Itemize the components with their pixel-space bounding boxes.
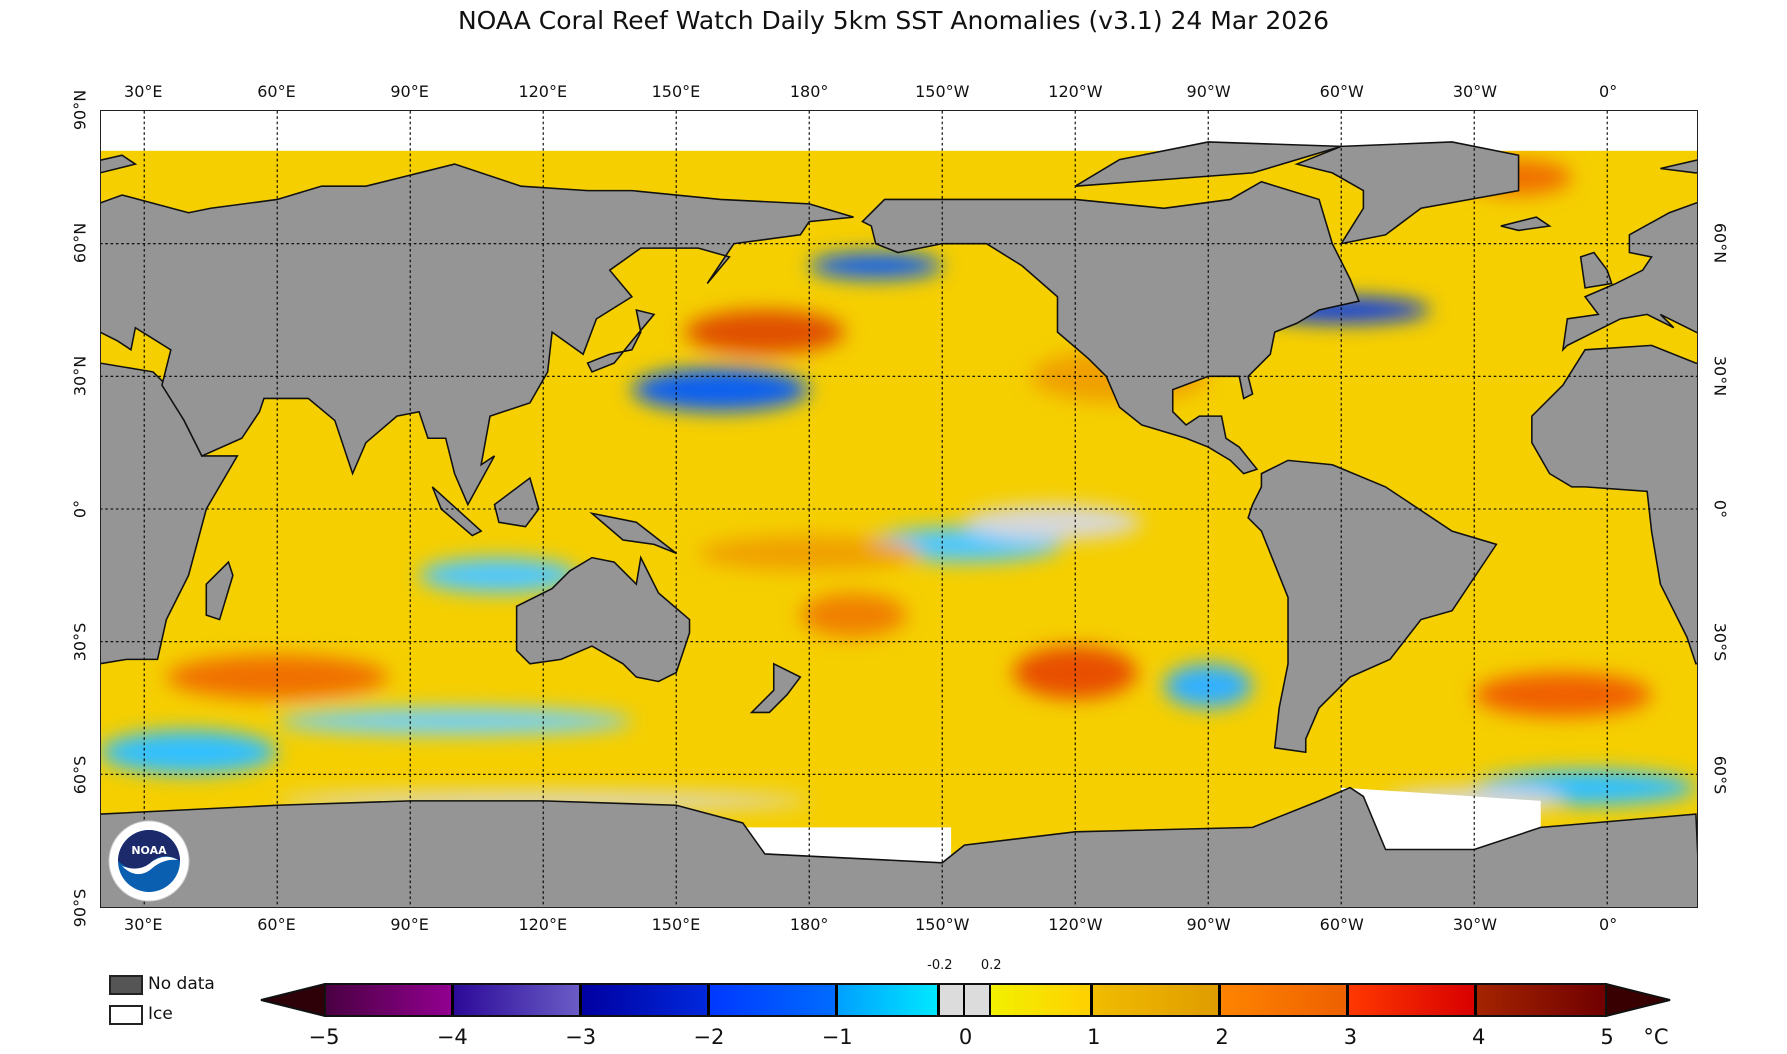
noaa-logo: NOAA (108, 820, 190, 902)
colorbar-segment (453, 985, 582, 1015)
lon-tick-label-bottom: 120°W (1048, 915, 1103, 934)
lon-tick-label-bottom: 60°W (1319, 915, 1364, 934)
colorbar-minor-tick-label: -0.2 (927, 958, 953, 973)
sst-anomaly-map (100, 110, 1698, 908)
south-america (1247, 459, 1498, 754)
new-guinea (589, 512, 677, 554)
colorbar-tick-label: 0 (958, 1025, 973, 1049)
lat-tick-label-left: 90°S (70, 888, 90, 928)
lon-tick-label-top: 150°W (915, 82, 970, 101)
colorbar-segment (1221, 985, 1350, 1015)
colorbar-tick-label: −3 (565, 1025, 597, 1049)
colorbar-segment (965, 985, 992, 1015)
lon-tick-label-bottom: 60°E (257, 915, 296, 934)
lon-tick-label-top: 90°E (390, 82, 429, 101)
chart-title: NOAA Coral Reef Watch Daily 5km SST Anom… (457, 6, 1330, 35)
borneo (493, 476, 540, 528)
colorbar-tick-label: 3 (1343, 1025, 1358, 1049)
colorbar-segment (939, 985, 966, 1015)
lat-tick-label-left: 30°S (70, 622, 90, 662)
colorbar-segment (581, 985, 710, 1015)
colorbar-tick-label: 1 (1087, 1025, 1101, 1049)
lat-tick-label-left: 0° (70, 499, 90, 519)
iceland (1500, 216, 1552, 232)
lon-tick-label-top: 120°E (518, 82, 568, 101)
lat-tick-label-right: 30°S (1710, 622, 1730, 662)
lon-tick-label-bottom: 90°E (390, 915, 429, 934)
colorbar-segment (991, 985, 1094, 1015)
colorbar (324, 983, 1607, 1017)
lon-tick-label-top: 30°W (1452, 82, 1498, 101)
lat-tick-label-left: 90°N (70, 89, 90, 131)
north-america (861, 180, 1361, 475)
lon-tick-label-top: 150°E (651, 82, 701, 101)
antarctica-ice-shelf (742, 827, 952, 863)
lon-tick-label-top: 60°W (1319, 82, 1364, 101)
colorbar-tick-label: 5 (1600, 1025, 1614, 1049)
colorbar-under-arrow (260, 983, 326, 1017)
lon-tick-label-bottom: 90°W (1186, 915, 1231, 934)
lon-tick-label-bottom: 30°W (1452, 915, 1498, 934)
greenland (1294, 141, 1520, 245)
lon-tick-label-bottom: 150°E (651, 915, 701, 934)
sumatra (431, 486, 483, 537)
lat-tick-label-right: 60°N (1710, 222, 1730, 264)
lat-tick-label-right: 60°S (1710, 755, 1730, 795)
graticule (101, 111, 1697, 907)
new-zealand (749, 662, 802, 714)
lon-tick-label-top: 90°W (1186, 82, 1231, 101)
lon-tick-label-bottom: 150°W (915, 915, 970, 934)
colorbar-minor-tick-label: 0.2 (980, 958, 1002, 973)
lat-tick-label-left: 30°N (70, 355, 90, 397)
antarctica (101, 786, 1697, 907)
lon-tick-label-top: 0° (1599, 82, 1618, 101)
no-data-label: No data (148, 974, 215, 994)
colorbar-tick-label: −2 (693, 1025, 725, 1049)
colorbar-segment (709, 985, 838, 1015)
colorbar-tick-label: −5 (308, 1025, 340, 1049)
japan (586, 308, 656, 373)
ice-label: Ice (148, 1004, 173, 1024)
colorbar-tick-label: 2 (1215, 1025, 1229, 1049)
lon-tick-label-bottom: 120°E (518, 915, 568, 934)
lat-tick-label-left: 60°S (70, 755, 90, 795)
lon-tick-label-bottom: 0° (1599, 915, 1618, 934)
colorbar-segment (1093, 985, 1222, 1015)
lon-tick-label-top: 30°E (124, 82, 163, 101)
colorbar-segment (1349, 985, 1478, 1015)
lon-tick-label-top: 120°W (1048, 82, 1103, 101)
colorbar-segment (326, 985, 454, 1015)
lat-tick-label-right: 0° (1710, 499, 1730, 519)
colorbar-over-arrow (1605, 983, 1671, 1017)
lon-tick-label-top: 180° (789, 82, 829, 101)
lon-tick-label-top: 60°E (257, 82, 296, 101)
no-data-swatch (109, 975, 143, 995)
colorbar-tick-label: −4 (436, 1025, 468, 1049)
noaa-logo-text: NOAA (131, 844, 167, 857)
colorbar-segment (837, 985, 940, 1015)
colorbar-unit: °C (1643, 1025, 1669, 1049)
lon-tick-label-bottom: 30°E (124, 915, 163, 934)
colorbar-tick-label: −1 (821, 1025, 853, 1049)
lat-tick-label-left: 60°N (70, 222, 90, 264)
australia (515, 555, 691, 683)
colorbar-tick-label: 4 (1472, 1025, 1486, 1049)
lon-tick-label-bottom: 180° (789, 915, 829, 934)
colorbar-segment (1477, 985, 1605, 1015)
lat-tick-label-right: 30°N (1710, 355, 1730, 397)
ice-swatch (109, 1005, 143, 1025)
